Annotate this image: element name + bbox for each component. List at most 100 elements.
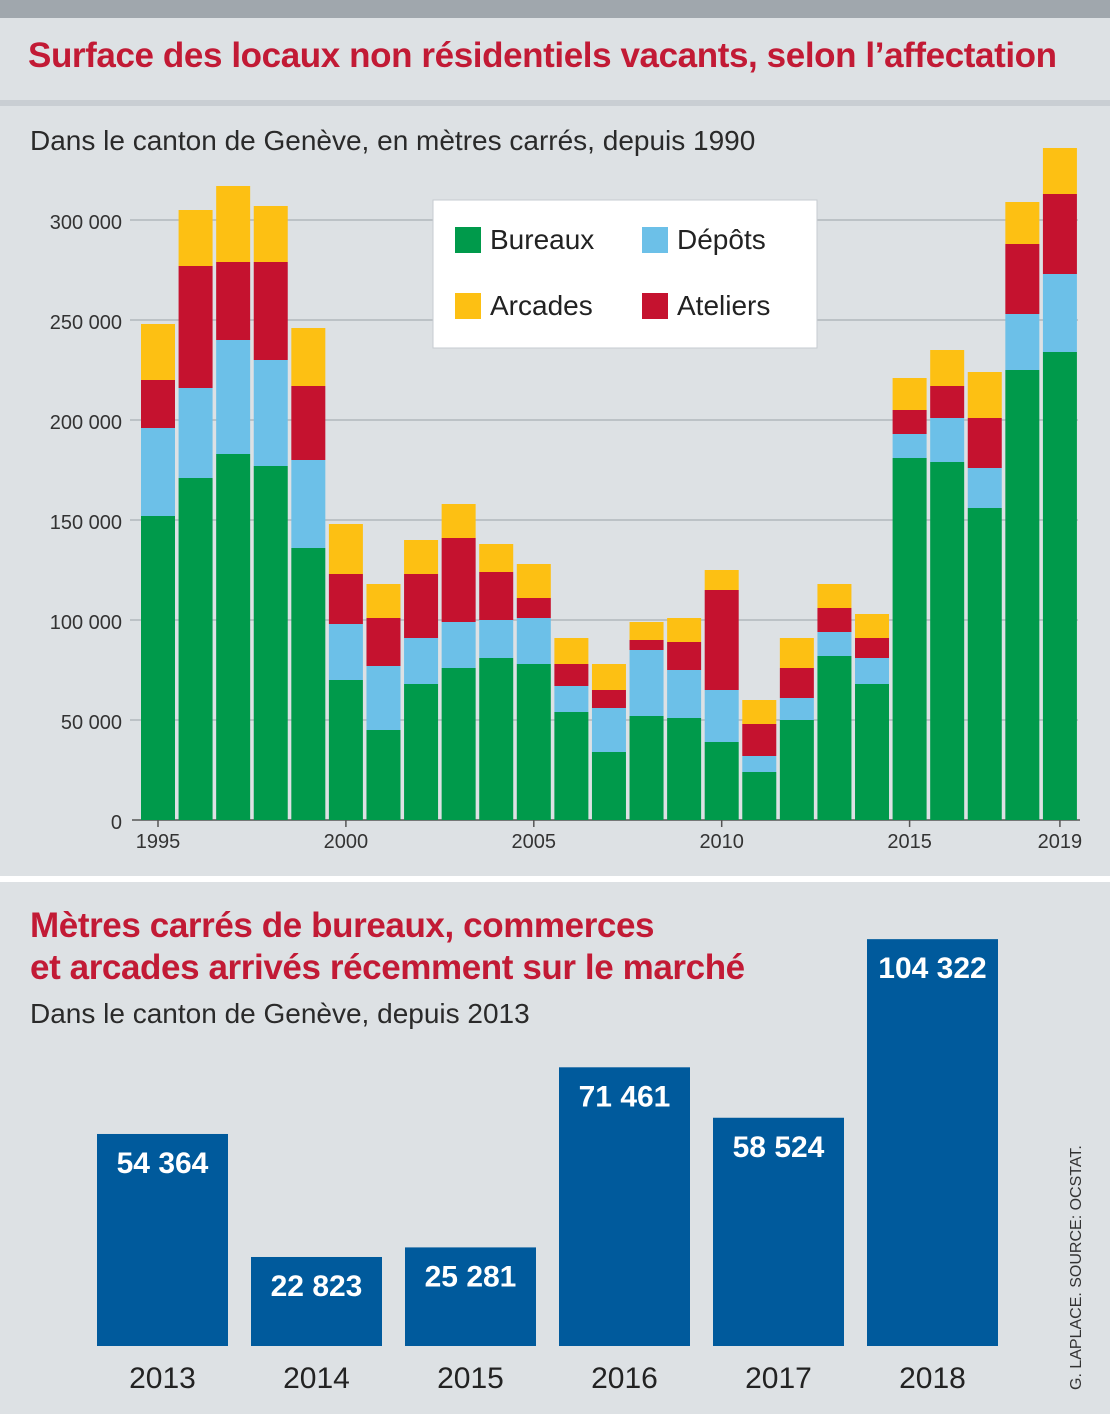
bar-segment-bureaux (441, 668, 476, 820)
bar-segment-ateliers (855, 638, 890, 658)
bar-segment-depots (216, 340, 251, 454)
chart2-title-line-1: Mètres carrés de bureaux, commerces (30, 906, 655, 945)
bar-segment-bureaux (1042, 352, 1077, 820)
chart1-title: Surface des locaux non résidentiels vaca… (28, 36, 1057, 75)
bar-segment-ateliers (967, 418, 1002, 468)
bar-segment-depots (366, 666, 401, 730)
bar-segment-arcades (667, 618, 702, 642)
bar-segment-bureaux (967, 508, 1002, 820)
bar-segment-ateliers (1005, 244, 1040, 314)
chart2-subtitle: Dans le canton de Genève, depuis 2013 (30, 998, 530, 1029)
bar-segment-arcades (855, 614, 890, 638)
bar-segment-ateliers (742, 724, 777, 756)
bar-segment-arcades (629, 622, 664, 640)
y-tick-label: 150 000 (50, 512, 122, 534)
bar-segment-arcades (479, 544, 514, 572)
bar-segment-depots (516, 618, 551, 664)
y-tick-label: 50 000 (61, 712, 122, 734)
legend-label: Dépôts (677, 224, 766, 255)
legend-swatch-bureaux (455, 227, 481, 253)
bar-segment-arcades (742, 700, 777, 724)
bar-segment-bureaux (479, 658, 514, 820)
bar-value-label: 58 524 (733, 1131, 825, 1164)
x-tick-label: 2015 (437, 1362, 504, 1395)
bar-segment-ateliers (441, 538, 476, 622)
bar-segment-ateliers (141, 380, 175, 428)
bar (867, 939, 998, 1346)
bar-segment-ateliers (178, 266, 213, 388)
bar-segment-bureaux (404, 684, 439, 820)
bar-segment-bureaux (817, 656, 852, 820)
x-tick-label: 1995 (136, 831, 181, 853)
bar-segment-arcades (178, 210, 213, 266)
bar-segment-ateliers (253, 262, 288, 360)
bar-segment-depots (892, 434, 927, 458)
bar-value-label: 104 322 (878, 952, 986, 985)
bar-segment-depots (291, 460, 326, 548)
bar-segment-depots (667, 670, 702, 718)
bar-chart: 54 364 2013 22 823 2014 25 281 2015 71 461 2016… (97, 939, 998, 1395)
bar-value-label: 22 823 (271, 1270, 363, 1303)
stacked-bar-chart: 0 50 000 100 000 150 000 200 000 250 000 300 0… (50, 148, 1082, 853)
bar-segment-bureaux (930, 462, 965, 820)
bar-segment-ateliers (516, 598, 551, 618)
bar-segment-ateliers (554, 664, 589, 686)
legend-swatch-depots (642, 227, 668, 253)
bar-segment-depots (591, 708, 626, 752)
x-tick-label: 2005 (512, 831, 557, 853)
bar-segment-depots (855, 658, 890, 684)
x-tick-label: 2017 (745, 1362, 812, 1395)
bar-segment-depots (404, 638, 439, 684)
bar-segment-depots (742, 756, 777, 772)
bar-segment-ateliers (817, 608, 852, 632)
bar-segment-ateliers (328, 574, 363, 624)
bar-value-label: 71 461 (579, 1080, 671, 1113)
bar-segment-arcades (704, 570, 739, 590)
bar-segment-ateliers (291, 386, 326, 460)
bar-segment-ateliers (366, 618, 401, 666)
bar-value-label: 54 364 (117, 1147, 209, 1180)
bar-segment-bureaux (892, 458, 927, 820)
bar-segment-ateliers (629, 640, 664, 650)
bar-segment-arcades (253, 206, 288, 262)
bar-segment-arcades (591, 664, 626, 690)
bar-segment-depots (967, 468, 1002, 508)
bar-segment-arcades (441, 504, 476, 538)
bar-segment-bureaux (704, 742, 739, 820)
bar (405, 1247, 536, 1346)
bar-segment-bureaux (516, 664, 551, 820)
legend-swatch-arcades (455, 293, 481, 319)
bar (251, 1256, 382, 1346)
bar-segment-depots (328, 624, 363, 680)
y-tick-label: 250 000 (50, 312, 122, 334)
bar-segment-depots (178, 388, 213, 478)
bar-segment-depots (629, 650, 664, 716)
x-tick-label: 2000 (324, 831, 369, 853)
y-tick-label: 0 (111, 812, 122, 834)
bar-segment-ateliers (892, 410, 927, 434)
bar-segment-arcades (516, 564, 551, 598)
bar-segment-arcades (892, 378, 927, 410)
y-tick-label: 100 000 (50, 612, 122, 634)
x-tick-label: 2016 (591, 1362, 658, 1395)
bar-segment-depots (779, 698, 814, 720)
bar-segment-arcades (328, 524, 363, 574)
bar-segment-bureaux (629, 716, 664, 820)
x-tick-label: 2014 (283, 1362, 350, 1395)
bar-segment-ateliers (1042, 194, 1077, 274)
bar (559, 1067, 690, 1346)
legend-swatch-ateliers (642, 293, 668, 319)
bar-segment-arcades (779, 638, 814, 668)
bar-segment-bureaux (855, 684, 890, 820)
bar-segment-bureaux (667, 718, 702, 820)
bar-segment-ateliers (404, 574, 439, 638)
bar-segment-bureaux (328, 680, 363, 820)
y-tick-label: 300 000 (50, 212, 122, 234)
top-bar (0, 0, 1110, 18)
chart1-subtitle: Dans le canton de Genève, en mètres carr… (30, 125, 756, 156)
y-tick-label: 200 000 (50, 412, 122, 434)
bar-segment-ateliers (667, 642, 702, 670)
bar-segment-arcades (1005, 202, 1040, 244)
legend-label: Bureaux (490, 224, 594, 255)
x-tick-label: 2015 (887, 831, 932, 853)
